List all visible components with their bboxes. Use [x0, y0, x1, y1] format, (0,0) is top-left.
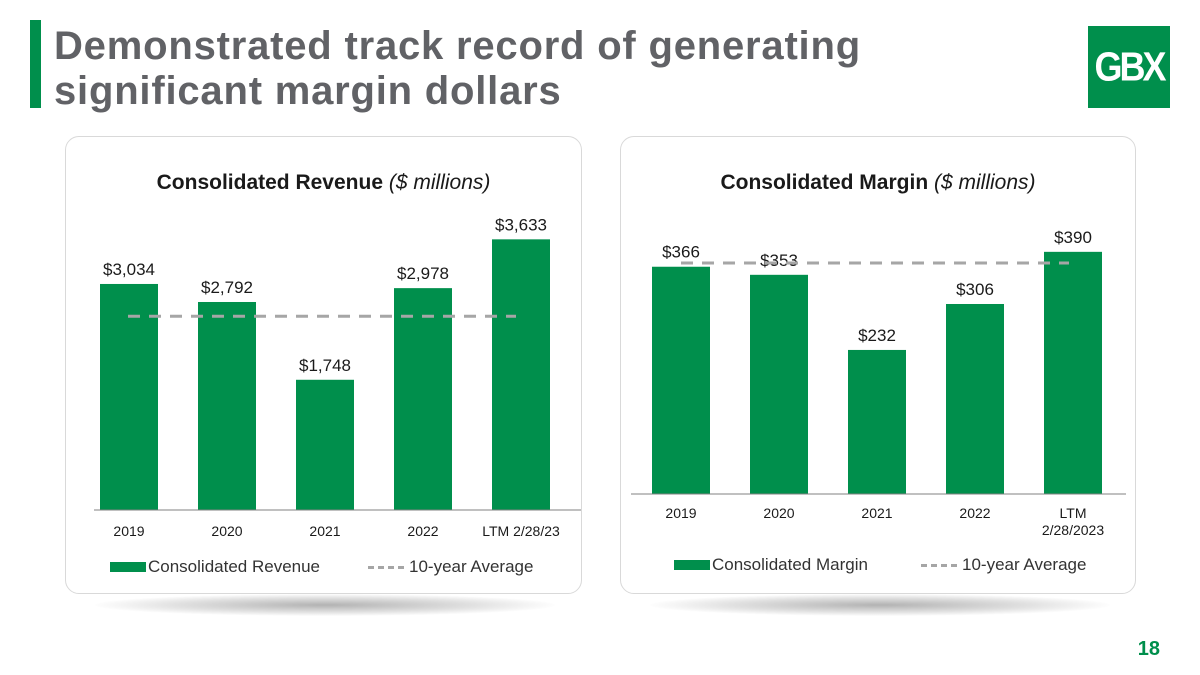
margin-legend-average-label: 10-year Average [962, 555, 1087, 574]
revenue-legend-average-label: 10-year Average [409, 557, 534, 576]
revenue-legend-average-item: 10-year Average [368, 557, 533, 577]
margin-data-label-3: $306 [956, 280, 994, 299]
margin-bar-chart: $366 2019 $353 2020 $232 2021 $306 2022 $390 LTM 2… [631, 228, 1126, 538]
margin-bar-1 [750, 274, 808, 494]
revenue-chart-title: Consolidated Revenue ($ millions) [66, 171, 581, 195]
margin-legend-bar-label: Consolidated Margin [712, 555, 868, 574]
revenue-panel-shadow [95, 594, 555, 616]
margin-data-label-1: $353 [760, 251, 798, 270]
margin-legend-swatch [674, 560, 710, 570]
revenue-data-label-0: $3,034 [103, 260, 155, 279]
margin-x-tick-label-2: 2021 [861, 505, 892, 521]
revenue-x-tick-label-4: LTM 2/28/23 [482, 523, 560, 539]
revenue-legend-bar-label: Consolidated Revenue [148, 557, 321, 576]
margin-bar-2 [848, 349, 906, 494]
gbx-logo-text: GBX [1094, 43, 1166, 90]
margin-chart-title-unit: ($ millions) [934, 171, 1036, 194]
gbx-logo: GBX [1088, 26, 1170, 108]
margin-x-tick-label-0: 2019 [665, 505, 696, 521]
margin-x-tick-label-1: 2020 [763, 505, 794, 521]
revenue-bar-2 [296, 379, 354, 510]
margin-legend-average-item: 10-year Average [921, 555, 1086, 575]
title-accent-bar [30, 20, 41, 108]
margin-panel-shadow [650, 594, 1110, 616]
revenue-bar-3 [394, 288, 452, 510]
slide-title: Demonstrated track record of generating … [54, 24, 861, 114]
revenue-bar-1 [198, 301, 256, 510]
revenue-legend-bar-item: Consolidated Revenue [110, 557, 320, 577]
page-number: 18 [1137, 638, 1160, 660]
margin-x-tick-label-4: LTM 2/28/2023 [1042, 505, 1104, 538]
revenue-data-label-1: $2,792 [201, 278, 253, 297]
margin-bar-0 [652, 266, 710, 494]
margin-x-tick-label-3: 2022 [959, 505, 990, 521]
revenue-data-label-4: $3,633 [495, 215, 547, 234]
revenue-legend-swatch [110, 562, 146, 572]
margin-data-label-0: $366 [662, 243, 700, 262]
margin-legend-dash [921, 563, 957, 567]
revenue-chart-panel: Consolidated Revenue ($ millions) $3,034… [65, 136, 582, 594]
slide-title-line-2: significant margin dollars [54, 69, 562, 113]
revenue-legend: Consolidated Revenue 10-year Average [66, 557, 581, 581]
margin-data-label-4: $390 [1054, 228, 1092, 247]
revenue-bar-chart: $3,034 2019 $2,792 2020 $1,748 2021 $2,978 2022… [94, 215, 581, 539]
margin-data-label-2: $232 [858, 326, 896, 345]
margin-legend-bar-item: Consolidated Margin [674, 555, 868, 575]
margin-bar-4 [1044, 251, 1102, 494]
revenue-x-tick-label-0: 2019 [113, 523, 144, 539]
revenue-x-tick-label-1: 2020 [211, 523, 242, 539]
revenue-x-tick-label-3: 2022 [407, 523, 438, 539]
margin-legend: Consolidated Margin 10-year Average [621, 555, 1135, 579]
revenue-x-tick-label-2: 2021 [309, 523, 340, 539]
revenue-bar-4 [492, 239, 550, 510]
margin-chart-title-text: Consolidated Margin [720, 171, 929, 194]
revenue-data-label-2: $1,748 [299, 356, 351, 375]
margin-chart-panel: Consolidated Margin ($ millions) $366 201… [620, 136, 1136, 594]
revenue-chart-title-text: Consolidated Revenue [156, 171, 384, 194]
revenue-bar-0 [100, 283, 158, 510]
margin-bar-3 [946, 303, 1004, 494]
margin-chart-title: Consolidated Margin ($ millions) [621, 171, 1135, 195]
revenue-chart-title-unit: ($ millions) [388, 171, 491, 194]
revenue-legend-dash [368, 565, 404, 569]
slide-title-line-1: Demonstrated track record of generating [54, 24, 861, 68]
revenue-data-label-3: $2,978 [397, 264, 449, 283]
